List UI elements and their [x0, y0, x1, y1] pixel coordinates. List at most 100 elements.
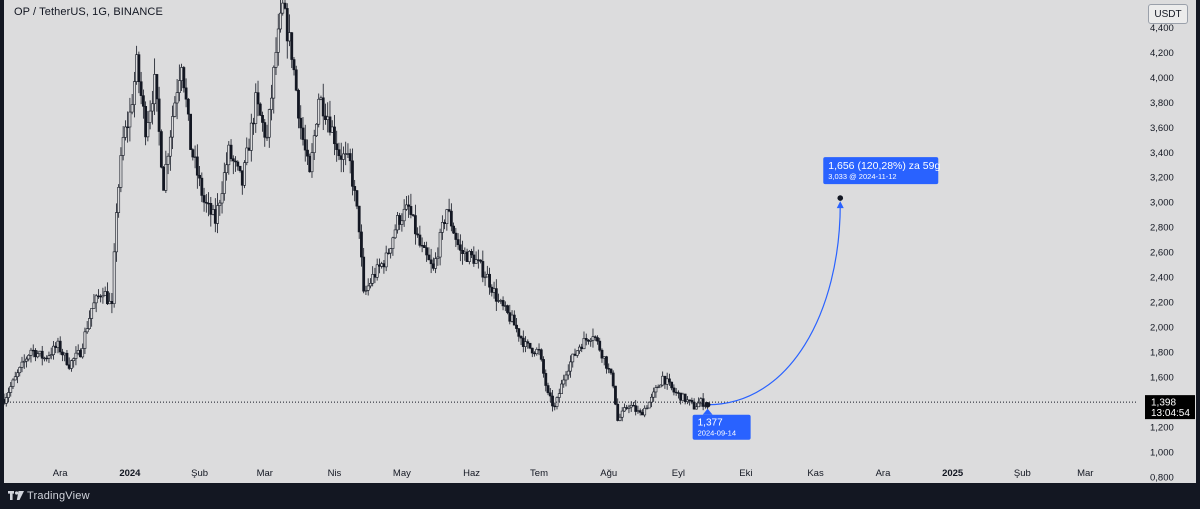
projection-end-callout[interactable]: 1,656 (120,28%) za 59g 3,033 @ 2024-11-1…: [823, 157, 941, 185]
candle-219-body: [494, 288, 498, 302]
candle-193: [436, 247, 440, 266]
chart-area[interactable]: 1,377 2024-09-14 1,656 (120,28%) za 59g …: [4, 0, 1196, 483]
candle-184-body: [416, 233, 420, 236]
candle-215: [485, 265, 489, 278]
candle-200-body: [452, 225, 456, 234]
candle-81-body: [184, 87, 188, 100]
candle-39-body: [90, 308, 94, 319]
candle-26-body: [61, 351, 64, 356]
candle-36: [83, 327, 87, 354]
y-tick-label-4: 3,600: [1150, 123, 1174, 134]
candle-79: [180, 63, 183, 92]
candle-64: [146, 111, 150, 142]
candle-229: [517, 328, 521, 342]
candle-183: [413, 204, 417, 245]
y-tick-label-9: 2,600: [1150, 248, 1174, 259]
candle-163-body: [369, 282, 372, 287]
candle-33-body: [76, 350, 80, 354]
projection-start-callout[interactable]: 1,377 2024-09-14: [692, 408, 751, 440]
candle-203-body: [458, 244, 462, 251]
currency-button[interactable]: USDT: [1148, 4, 1188, 24]
candle-204-body: [461, 250, 464, 254]
candle-269: [607, 363, 611, 374]
candle-234: [528, 342, 532, 350]
candle-236-body: [533, 352, 536, 355]
candle-275-body: [620, 410, 624, 418]
candle-116: [263, 118, 267, 147]
candle-260: [587, 339, 590, 345]
candle-199: [449, 203, 453, 232]
candle-119-body: [270, 97, 273, 110]
candle-287-body: [647, 401, 651, 409]
candle-169: [382, 259, 386, 274]
candle-293-body: [661, 375, 665, 386]
candle-225: [508, 304, 512, 325]
candle-229-body: [517, 328, 521, 337]
candle-284: [641, 409, 644, 416]
candle-223-body: [503, 305, 507, 307]
candle-230: [519, 335, 523, 346]
candle-15-body: [36, 353, 40, 358]
candle-222: [501, 296, 505, 311]
candle-54-body: [123, 126, 127, 138]
candle-282: [636, 405, 640, 414]
candle-82: [186, 97, 190, 121]
candle-180: [407, 195, 411, 218]
candle-113: [256, 80, 260, 117]
candle-34: [79, 348, 82, 358]
candle-297: [670, 381, 674, 391]
tradingview-brand[interactable]: TradingView: [27, 490, 90, 502]
candle-295-body: [665, 378, 669, 385]
candle-23-body: [54, 345, 58, 348]
x-tick-label-16: Mar: [1077, 468, 1093, 479]
candle-151-body: [342, 153, 345, 160]
start-callout-date: 2024-09-14: [698, 429, 736, 438]
x-tick-label-8: Tem: [530, 468, 548, 479]
candle-15: [36, 350, 40, 359]
price-tag-countdown: 13:04:54: [1151, 408, 1190, 419]
candle-215-body: [485, 273, 489, 278]
candle-137: [310, 143, 314, 178]
candle-209-body: [472, 254, 476, 264]
candle-172: [389, 247, 393, 259]
candle-256-body: [578, 346, 581, 352]
candle-181-body: [409, 206, 413, 215]
candle-83-body: [189, 113, 192, 150]
candle-31: [72, 357, 76, 368]
candle-95-body: [216, 205, 219, 224]
candle-106-body: [240, 170, 244, 186]
price-chart[interactable]: 1,377 2024-09-14 1,656 (120,28%) za 59g …: [4, 0, 1196, 483]
candle-41-body: [94, 295, 98, 304]
candle-89-body: [202, 195, 206, 203]
candle-143: [324, 103, 327, 125]
tradingview-logo-icon[interactable]: [8, 489, 24, 501]
candle-25-body: [58, 340, 62, 353]
candle-91-body: [207, 202, 210, 205]
candle-272-body: [614, 385, 617, 405]
candle-255-body: [575, 350, 579, 356]
candle-113-body: [256, 92, 260, 105]
price-tag-value: 1,398: [1151, 398, 1176, 409]
candle-182: [411, 214, 415, 217]
candle-101-body: [229, 144, 233, 160]
projection-curve: [707, 204, 841, 406]
x-axis[interactable]: KasAra2024ŞubMarNisMayHazTemAğuEylEkiKas…: [4, 468, 1094, 479]
candle-177-body: [400, 220, 404, 225]
candle-157: [355, 189, 359, 210]
candle-44-body: [101, 295, 105, 298]
candle-94-body: [213, 209, 217, 224]
candle-149: [337, 142, 341, 161]
candle-292: [659, 384, 662, 388]
candle-149-body: [337, 149, 341, 157]
candle-234-body: [528, 342, 532, 349]
candle-307: [692, 398, 696, 410]
candle-266-body: [600, 349, 604, 359]
candle-41: [94, 293, 98, 313]
candle-306: [690, 397, 694, 405]
candle-11-body: [27, 355, 31, 360]
symbol-title[interactable]: OP / TetherUS, 1G, BINANCE: [14, 6, 163, 18]
candle-233-body: [526, 341, 530, 344]
footer-bar: TradingView: [0, 483, 1200, 509]
x-tick-label-11: Eki: [739, 468, 752, 479]
candle-106: [240, 170, 244, 195]
